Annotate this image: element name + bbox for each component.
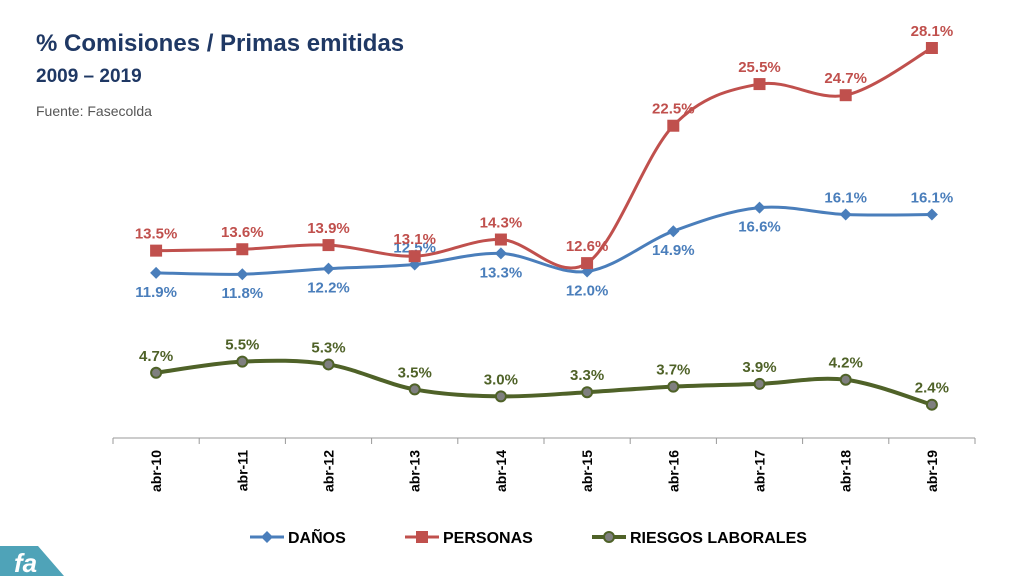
x-tick-label: abr-17 (752, 450, 768, 492)
legend-label-personas: PERSONAS (443, 530, 533, 547)
data-label-danos: 16.1% (911, 190, 954, 207)
x-tick-label: abr-19 (924, 450, 940, 492)
data-point-danos (150, 266, 163, 279)
series-line-riesgos-laborales (154, 358, 934, 407)
data-point-riesgos-laborales (322, 358, 335, 371)
x-tick-label: abr-18 (838, 450, 854, 492)
data-point-danos (236, 268, 249, 281)
data-point-personas (150, 244, 163, 257)
data-label-riesgos-laborales: 3.9% (742, 359, 776, 376)
data-label-personas: 13.5% (135, 226, 178, 243)
data-point-danos (322, 262, 335, 275)
data-point-riesgos-laborales (839, 373, 852, 386)
x-tick-label: abr-10 (148, 450, 164, 492)
x-tick-label: abr-14 (493, 450, 509, 492)
data-point-danos (494, 247, 507, 260)
fasecolda-logo-icon: fa (0, 546, 64, 576)
data-label-riesgos-laborales: 3.7% (656, 362, 690, 379)
legend-label-danos: DAÑOS (288, 527, 346, 547)
data-point-danos (839, 208, 852, 221)
data-label-riesgos-laborales: 4.2% (829, 355, 863, 372)
data-label-danos: 12.2% (307, 280, 350, 297)
x-tick-label: abr-11 (234, 450, 250, 491)
data-point-riesgos-laborales (494, 390, 507, 403)
data-label-personas: 12.6% (566, 238, 609, 255)
data-label-danos: 13.3% (480, 264, 523, 281)
data-label-danos: 11.9% (135, 284, 177, 301)
data-label-riesgos-laborales: 3.0% (484, 371, 518, 388)
data-point-personas (322, 239, 335, 252)
chart-subtitle: 2009 – 2019 (36, 66, 142, 87)
data-point-riesgos-laborales (581, 386, 594, 399)
data-point-personas (581, 257, 594, 270)
data-label-danos: 12.5% (393, 240, 436, 257)
data-label-danos: 11.8% (221, 285, 263, 302)
data-point-personas (925, 42, 938, 54)
data-label-riesgos-laborales: 3.3% (570, 367, 604, 384)
logo-text: fa (14, 548, 37, 576)
data-point-danos (667, 225, 680, 238)
data-label-personas: 22.5% (652, 101, 695, 118)
source-note: Fuente: Fasecolda (36, 103, 152, 119)
legend-marker-danos (261, 531, 273, 543)
data-point-personas (839, 89, 852, 102)
data-point-riesgos-laborales (236, 355, 249, 368)
data-point-riesgos-laborales (408, 383, 421, 396)
data-point-danos (753, 201, 766, 214)
data-label-danos: 12.0% (566, 282, 609, 299)
x-tick-label: abr-13 (407, 450, 423, 492)
series-line-personas (154, 46, 934, 270)
data-label-riesgos-laborales: 5.3% (311, 339, 345, 356)
data-label-danos: 16.1% (824, 190, 867, 207)
legend-marker-riesgos-laborales (603, 531, 615, 543)
data-label-riesgos-laborales: 2.4% (915, 380, 949, 397)
data-point-personas (753, 78, 766, 91)
data-label-riesgos-laborales: 4.7% (139, 348, 173, 365)
data-point-riesgos-laborales (925, 398, 938, 411)
legend-label-riesgos-laborales: RIESGOS LABORALES (630, 530, 807, 547)
data-point-riesgos-laborales (667, 380, 680, 393)
series-line-danos (154, 205, 934, 276)
chart-title: % Comisiones / Primas emitidas (36, 30, 405, 57)
data-label-personas: 13.1% (393, 231, 436, 248)
data-point-personas (408, 250, 421, 263)
legend-marker-personas (416, 531, 428, 543)
data-label-riesgos-laborales: 5.5% (225, 337, 259, 354)
data-point-riesgos-laborales (150, 366, 163, 379)
data-label-personas: 24.7% (824, 70, 867, 87)
x-tick-label: abr-16 (665, 450, 681, 492)
data-point-personas (236, 243, 249, 256)
data-label-personas: 25.5% (738, 59, 781, 76)
data-label-danos: 14.9% (652, 242, 695, 259)
data-point-personas (667, 119, 680, 132)
data-label-personas: 13.6% (221, 224, 264, 241)
data-label-riesgos-laborales: 3.5% (398, 364, 432, 381)
data-label-personas: 14.3% (480, 215, 523, 232)
x-tick-label: abr-12 (321, 450, 337, 492)
data-label-danos: 16.6% (738, 219, 781, 236)
data-label-personas: 13.9% (307, 220, 350, 237)
data-point-danos (925, 208, 938, 221)
data-point-personas (494, 233, 507, 246)
data-label-personas: 28.1% (911, 23, 954, 40)
x-tick-label: abr-15 (579, 450, 595, 492)
data-point-riesgos-laborales (753, 377, 766, 390)
